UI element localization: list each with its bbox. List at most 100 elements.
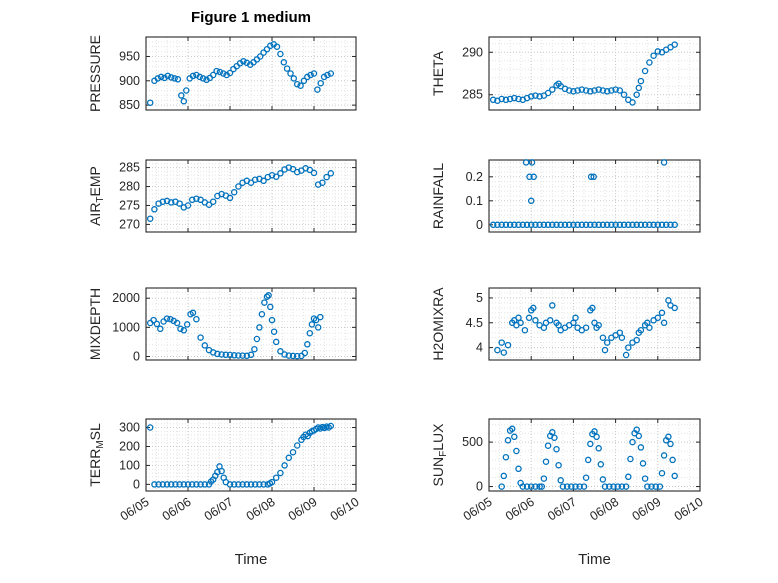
chart-rainfall: 0 0.1 0.2 RAINFALL [430,159,701,233]
data-point [151,481,158,488]
data-point [570,221,577,229]
data-point [498,483,505,490]
data-point [538,483,546,490]
data-point [157,73,165,81]
data-point [197,334,204,341]
data-point [593,433,600,441]
data-point [498,95,505,103]
data-point [549,429,556,436]
data-point [637,77,645,85]
data-point [671,304,678,312]
data-point [218,467,225,475]
data-point [658,469,666,477]
data-point [523,483,531,490]
data-point [536,221,543,229]
data-point [199,75,207,82]
data-point [159,198,167,205]
data-point [243,481,251,488]
axes-box [145,36,357,111]
data-point [146,424,154,431]
data-point [240,58,247,65]
data-point [281,462,288,469]
data-point [671,221,678,229]
data-point [551,434,558,441]
data-point [652,483,659,490]
data-point [146,215,154,222]
data-point [660,159,668,166]
data-point [230,481,238,488]
data-point [667,440,674,448]
chart-terr_msl: 0 100 200 300 06/05 06/06 06/07 06/08 06/09 06/10… [87,418,362,524]
data-point [587,173,595,181]
y-tick-label: 5 [476,291,483,305]
data-point [265,292,272,299]
data-point [662,221,670,229]
data-point [515,95,522,103]
data-point [578,221,586,229]
data-point [549,302,556,309]
chart-pressure: 850 900 950 PRESSURE [87,35,357,112]
data-point [277,50,284,58]
y-tick-label: 0 [476,218,483,232]
y-tick-label: 4 [476,341,483,355]
data-point [256,324,263,331]
data-point [146,99,154,106]
data-point [572,483,579,490]
data-point [319,179,326,186]
data-point [629,99,636,106]
data-point [300,77,308,85]
data-points [146,422,335,488]
data-point [521,326,529,334]
data-point [180,327,188,334]
data-point [267,42,274,50]
data-point [260,177,267,185]
data-point [189,309,197,317]
data-point [171,75,178,82]
data-point [205,201,213,208]
data-point [654,314,662,322]
data-point [293,442,301,449]
data-point [251,345,258,353]
data-point [606,483,613,490]
data-point [563,483,571,490]
data-point [261,299,268,306]
data-point [667,221,674,229]
x-axis-label-right: Time [578,551,611,568]
data-point [633,336,640,344]
data-point [167,74,175,81]
data-point [247,481,255,488]
data-point [530,173,537,181]
data-point [280,59,288,66]
data-point [489,96,497,104]
y-tick-label: 0 [476,480,483,494]
data-point [251,481,259,488]
data-point [580,483,588,490]
data-point [641,475,649,482]
data-point [582,474,590,481]
data-point [293,352,301,360]
data-point [201,481,209,488]
data-point [502,221,510,229]
data-point [310,169,318,177]
data-point [559,483,567,490]
data-point [527,197,535,205]
data-point [235,481,242,488]
data-point [671,472,678,480]
data-point [230,188,238,196]
data-point [511,433,518,441]
data-point [629,438,636,446]
data-point [625,221,632,229]
data-points [489,41,678,106]
data-point [637,221,645,229]
data-point [177,325,184,333]
data-point [253,335,261,343]
data-point [184,481,192,488]
data-point [654,221,662,229]
data-point [243,352,251,360]
data-point [159,481,167,488]
data-point [557,221,564,229]
data-point [523,221,531,229]
y-tick-label: 0 [133,477,140,491]
data-point [519,483,527,490]
